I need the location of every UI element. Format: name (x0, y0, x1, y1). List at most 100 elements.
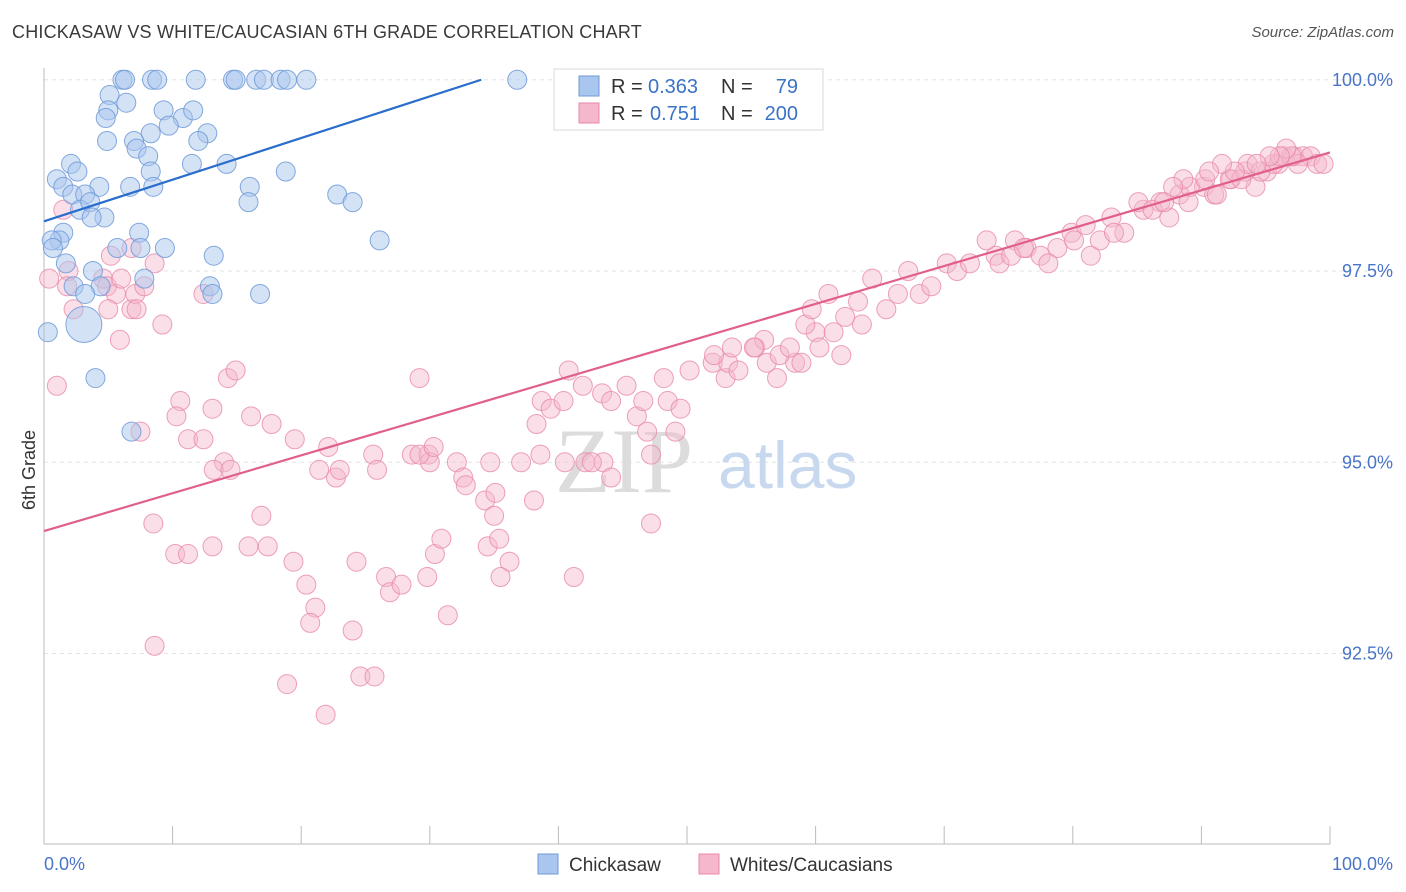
data-point-chickasaw (107, 238, 128, 259)
data-point-whites (300, 612, 321, 633)
y-tick-label: 95.0% (1342, 452, 1393, 472)
data-point-whites (166, 406, 187, 427)
data-point-whites (1269, 146, 1290, 167)
data-point-whites (805, 322, 826, 343)
data-point-chickasaw (158, 115, 179, 136)
trend-line-whites (43, 151, 1331, 533)
data-point-whites (553, 391, 574, 412)
data-point-whites (350, 666, 371, 687)
data-point-whites (485, 482, 506, 503)
legend-n-value-2: 200 (765, 103, 798, 125)
data-point-chickasaw (369, 230, 390, 251)
correlation-legend: R = 0.363 N = 79 R = 0.751 N = 200 (553, 68, 824, 131)
data-point-chickasaw (253, 69, 274, 90)
y-tick-label: 92.5% (1342, 644, 1393, 664)
legend-n-label-1: N = (721, 76, 753, 98)
data-point-whites (835, 306, 856, 327)
data-point-chickasaw (185, 69, 206, 90)
data-point-whites (170, 391, 191, 412)
trend-lines (43, 78, 1331, 533)
legend-r-value-2: 0.751 (650, 103, 700, 125)
data-point-whites (1114, 222, 1135, 243)
data-point-whites (241, 406, 262, 427)
data-point-whites (1103, 222, 1124, 243)
data-point-chickasaw (147, 69, 168, 90)
data-point-whites (98, 299, 119, 320)
data-point-whites (665, 421, 686, 442)
data-point-whites (446, 452, 467, 473)
data-point-chickasaw (81, 207, 102, 228)
axes (43, 68, 1331, 845)
data-point-chickasaw (85, 368, 106, 389)
data-point-whites (364, 666, 385, 687)
watermark-zip: ZIP (555, 410, 693, 512)
data-point-whites (480, 452, 501, 473)
data-point-whites (1030, 245, 1051, 266)
data-point-whites (484, 505, 505, 526)
data-point-whites (152, 314, 173, 335)
y-tick-label: 100.0% (1332, 70, 1393, 90)
data-point-whites (193, 429, 214, 450)
data-point-chickasaw (277, 69, 298, 90)
data-point-whites (455, 475, 476, 496)
data-point-whites (722, 337, 743, 358)
data-point-whites (767, 368, 788, 389)
data-point-whites (640, 444, 661, 465)
data-point-whites (431, 528, 452, 549)
data-point-whites (779, 337, 800, 358)
bottom-legend-chickasaw: Chickasaw (569, 855, 661, 876)
bottom-legend-whites: Whites/Caucasians (730, 855, 893, 876)
data-point-chickasaw (37, 322, 58, 343)
data-point-whites (754, 329, 775, 350)
data-point-whites (424, 544, 445, 565)
data-point-whites (1047, 238, 1068, 259)
data-point-chickasaw (121, 421, 142, 442)
data-point-chickasaw (134, 268, 155, 289)
data-point-whites (309, 459, 330, 480)
data-point-whites (959, 253, 980, 274)
data-point-whites (601, 467, 622, 488)
data-point-whites (626, 406, 647, 427)
data-point-chickasaw (238, 192, 259, 213)
data-point-whites (581, 452, 602, 473)
data-point-whites (238, 536, 259, 557)
data-point-whites (342, 620, 363, 641)
data-point-whites (1246, 153, 1267, 174)
data-point-whites (848, 291, 869, 312)
data-point-chickasaw (188, 130, 209, 151)
data-point-whites (563, 567, 584, 587)
data-point-whites (261, 414, 282, 434)
data-point-whites (437, 605, 458, 626)
data-point-whites (1038, 253, 1059, 274)
x-tick-label-min: 0.0% (44, 854, 85, 874)
data-point-whites (1199, 161, 1220, 182)
data-point-whites (633, 391, 654, 412)
data-point-whites (728, 360, 749, 381)
bottom-legend-swatch-whites (698, 853, 720, 875)
data-point-whites (453, 467, 474, 488)
data-point-whites (203, 459, 224, 480)
data-point-whites (489, 528, 510, 549)
data-point-whites (823, 322, 844, 343)
data-point-whites (409, 368, 430, 389)
data-point-whites (769, 345, 790, 366)
data-point-whites (475, 490, 496, 511)
data-point-whites (251, 505, 272, 526)
data-point-whites (144, 253, 165, 274)
data-point-whites (144, 635, 165, 656)
data-point-chickasaw (67, 161, 88, 182)
data-point-whites (1173, 169, 1194, 190)
data-point-chickasaw (342, 192, 363, 213)
legend-swatch-chickasaw (578, 75, 600, 97)
data-point-whites (490, 567, 511, 587)
data-point-whites (367, 459, 388, 480)
data-point-chickasaw (275, 161, 296, 182)
data-point-whites (46, 375, 67, 396)
data-point-whites (523, 490, 544, 511)
bottom-legend: Chickasaw Whites/Caucasians (537, 853, 893, 876)
data-point-whites (851, 314, 872, 335)
data-point-whites (637, 421, 658, 442)
data-point-whites (329, 459, 350, 480)
data-point-whites (202, 398, 223, 419)
